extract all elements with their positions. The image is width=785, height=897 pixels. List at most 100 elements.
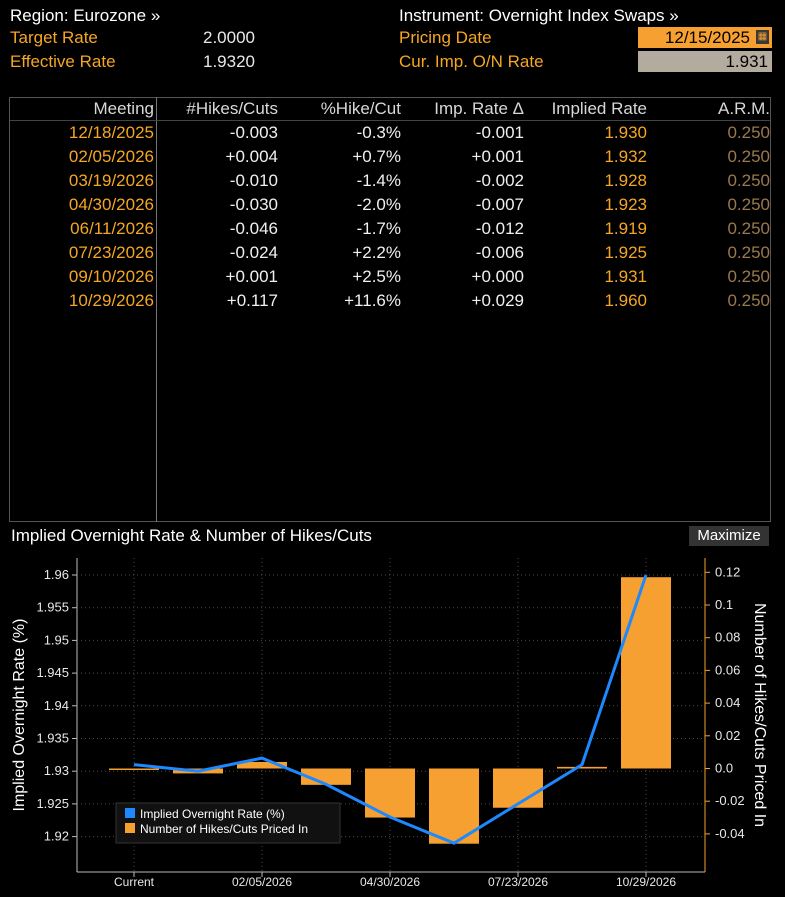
cell-imp-rate-delta: +0.000 (471, 267, 524, 286)
cell-imp-rate-delta: -0.002 (475, 171, 524, 190)
x-tick-label: Current (114, 875, 155, 889)
table-row[interactable]: 10/29/2026 +0.117 +11.6% +0.029 1.960 0.250 (0, 289, 785, 313)
legend-label-line: Implied Overnight Rate (%) (140, 807, 285, 821)
cell-hikes-cuts: +0.004 (225, 147, 278, 166)
y2-tick-label: -0.02 (715, 793, 745, 808)
col-header-imp-rate-delta[interactable]: Imp. Rate Δ (434, 99, 524, 118)
cell-pct-hike-cut: -2.0% (356, 195, 401, 214)
instrument-selector[interactable]: Instrument: Overnight Index Swaps » (399, 6, 679, 25)
cur-imp-rate-field: 1.931 (638, 51, 772, 72)
cell-hikes-cuts: -0.003 (229, 123, 278, 142)
meetings-table (9, 97, 771, 522)
legend-swatch-line (125, 808, 135, 818)
implied-rate-chart: 1.96 1.955 1.95 1.945 1.94 1.935 1.93 1.925 1.92… (11, 558, 768, 889)
left-axis-title: Implied Overnight Rate (%) (11, 619, 28, 812)
cell-implied-rate: 1.925 (604, 243, 647, 262)
table-row[interactable]: 06/11/2026 -0.046 -1.7% -0.012 1.919 0.250 (0, 217, 785, 241)
pricing-date-input[interactable]: 12/15/2025 ▦ (638, 27, 772, 48)
y-tick-label: 1.94 (44, 698, 69, 713)
cell-imp-rate-delta: +0.029 (471, 291, 524, 310)
table-row[interactable]: 12/18/2025 -0.003 -0.3% -0.001 1.930 0.250 (0, 121, 785, 145)
pricing-date-value: 12/15/2025 (664, 28, 750, 47)
hikes-cuts-bar (365, 768, 415, 818)
hikes-cuts-bar (557, 766, 607, 769)
cell-pct-hike-cut: +2.2% (352, 243, 401, 262)
cell-arm: 0.250 (727, 147, 770, 166)
y2-tick-label: 0.12 (715, 564, 740, 579)
pricing-date-label: Pricing Date (399, 28, 492, 47)
y2-tick-label: -0.04 (715, 826, 745, 841)
x-tick-label: 04/30/2026 (360, 875, 420, 889)
cur-imp-rate-label: Cur. Imp. O/N Rate (399, 52, 544, 71)
hikes-cuts-bar (493, 768, 543, 808)
cell-hikes-cuts: +0.001 (225, 267, 278, 286)
x-tick-label: 02/05/2026 (232, 875, 292, 889)
x-tick-label: 10/29/2026 (616, 875, 676, 889)
table-row[interactable]: 07/23/2026 -0.024 +2.2% -0.006 1.925 0.250 (0, 241, 785, 265)
y-tick-label: 1.92 (44, 829, 69, 844)
implied-rate-line (133, 574, 648, 845)
col-header-implied-rate[interactable]: Implied Rate (551, 99, 647, 118)
effective-rate-value: 1.9320 (203, 52, 255, 71)
cell-imp-rate-delta: -0.001 (475, 123, 524, 142)
cell-meeting: 10/29/2026 (68, 291, 154, 310)
cell-arm: 0.250 (727, 171, 770, 190)
effective-rate-label: Effective Rate (10, 52, 116, 71)
cur-imp-rate-value: 1.931 (725, 52, 768, 71)
cell-arm: 0.250 (727, 219, 770, 238)
cell-pct-hike-cut: -0.3% (356, 123, 401, 142)
cell-meeting: 03/19/2026 (68, 171, 154, 190)
y-tick-label: 1.925 (36, 796, 69, 811)
cell-implied-rate: 1.931 (604, 267, 647, 286)
y2-tick-label: 0.1 (715, 597, 733, 612)
y-tick-label: 1.955 (36, 600, 69, 615)
cell-imp-rate-delta: -0.012 (475, 219, 524, 238)
x-tick-label: 07/23/2026 (488, 875, 548, 889)
cell-hikes-cuts: -0.030 (229, 195, 278, 214)
col-header-pct-hike-cut[interactable]: %Hike/Cut (320, 99, 401, 118)
cell-meeting: 09/10/2026 (68, 267, 154, 286)
hikes-cuts-bar (621, 577, 671, 769)
target-rate-value: 2.0000 (203, 28, 255, 47)
cell-meeting: 12/18/2025 (68, 123, 154, 142)
maximize-button[interactable]: Maximize (689, 526, 769, 546)
col-header-meeting[interactable]: Meeting (93, 99, 154, 118)
cell-arm: 0.250 (727, 195, 770, 214)
table-row[interactable]: 04/30/2026 -0.030 -2.0% -0.007 1.923 0.250 (0, 193, 785, 217)
y2-tick-label: 0.04 (715, 695, 740, 710)
y2-tick-label: 0.06 (715, 662, 740, 677)
cell-implied-rate: 1.930 (604, 123, 647, 142)
cell-arm: 0.250 (727, 243, 770, 262)
right-axis-title: Number of Hikes/Cuts Priced In (751, 603, 768, 827)
cell-meeting: 06/11/2026 (70, 219, 154, 238)
col-header-hikes-cuts[interactable]: #Hikes/Cuts (186, 99, 278, 118)
legend-box (115, 802, 341, 844)
cell-arm: 0.250 (727, 291, 770, 310)
col-header-arm[interactable]: A.R.M. (718, 99, 770, 118)
cell-implied-rate: 1.928 (604, 171, 647, 190)
cell-pct-hike-cut: -1.4% (356, 171, 401, 190)
target-rate-label: Target Rate (10, 28, 98, 47)
table-row[interactable]: 09/10/2026 +0.001 +2.5% +0.000 1.931 0.250 (0, 265, 785, 289)
cell-implied-rate: 1.932 (604, 147, 647, 166)
y2-tick-label: 0.0 (715, 761, 733, 776)
table-header-divider (10, 120, 770, 121)
region-selector[interactable]: Region: Eurozone » (10, 6, 161, 25)
cell-meeting: 02/05/2026 (68, 147, 154, 166)
y2-tick-label: 0.02 (715, 728, 740, 743)
legend-swatch-bar (125, 823, 135, 833)
y-tick-label: 1.93 (44, 763, 69, 778)
cell-pct-hike-cut: +11.6% (344, 291, 401, 310)
cell-imp-rate-delta: +0.001 (471, 147, 524, 166)
cell-implied-rate: 1.960 (604, 291, 647, 310)
y-tick-label: 1.935 (36, 731, 69, 746)
cell-pct-hike-cut: +2.5% (352, 267, 401, 286)
cell-implied-rate: 1.919 (604, 219, 647, 238)
calendar-icon[interactable]: ▦ (756, 30, 769, 44)
y-tick-label: 1.96 (44, 567, 69, 582)
hikes-cuts-bar (109, 768, 159, 770)
table-row[interactable]: 03/19/2026 -0.010 -1.4% -0.002 1.928 0.250 (0, 169, 785, 193)
cell-hikes-cuts: -0.024 (229, 243, 278, 262)
table-row[interactable]: 02/05/2026 +0.004 +0.7% +0.001 1.932 0.250 (0, 145, 785, 169)
table-column-divider (156, 97, 157, 522)
